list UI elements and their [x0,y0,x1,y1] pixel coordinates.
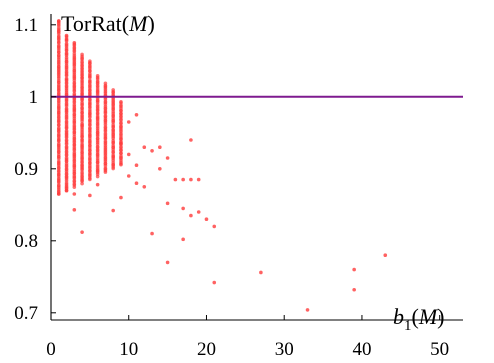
y-tick-label: 1 [29,87,39,108]
data-point [181,177,185,182]
data-point [142,145,147,149]
data-point [56,43,61,48]
data-point [134,181,139,185]
data-point [103,81,108,86]
data-point [119,154,123,158]
data-point [119,99,123,104]
data-point [56,183,61,187]
data-point [352,287,356,292]
svg-text:TorRat(M): TorRat(M) [61,11,155,36]
data-point [383,253,388,257]
x-tick-label: 0 [46,339,56,360]
data-point [142,185,147,189]
data-point [165,260,170,265]
data-point [305,308,310,312]
x-tick-label: 20 [197,339,216,360]
svg-text:b1(M): b1(M) [393,304,444,334]
data-point [259,270,263,275]
data-point [212,280,217,285]
data-point [95,182,100,187]
data-point [88,118,92,122]
data-point [88,78,92,83]
data-point [165,201,170,206]
data-point [111,208,115,213]
data-point [119,141,123,146]
data-point [196,210,201,214]
data-point [64,41,69,46]
data-point [56,19,61,24]
data-point [181,237,185,242]
data-point [56,141,61,146]
data-point [126,152,131,157]
data-point [119,195,123,200]
data-point [64,128,69,133]
points-layer [56,19,388,312]
y-tick-label: 0.9 [14,159,38,180]
x-axis-label: b1(M) [393,304,444,334]
data-point [72,192,77,196]
data-point [103,113,108,118]
data-point [111,88,115,92]
data-point [80,52,84,57]
x-tick-label: 50 [430,339,449,360]
data-point [150,149,154,153]
data-point [64,76,69,81]
data-point [150,231,154,236]
data-point [56,192,61,196]
x-tick-label: 10 [119,339,138,360]
data-point [80,230,84,234]
x-tick-label: 40 [352,339,371,360]
data-point [181,206,185,211]
data-point [80,181,84,186]
data-point [212,224,217,229]
y-tick-label: 1.1 [14,15,38,36]
data-point [80,121,84,126]
data-point [189,177,193,182]
y-tick-label: 0.7 [14,303,38,324]
data-point [126,120,131,124]
data-point [158,145,162,149]
y-axis-label: TorRat(M) [61,11,155,36]
data-point [88,126,92,130]
data-point [158,167,162,171]
x-tick-label: 30 [275,339,294,360]
ticks-layer: 0 10 20 30 40 50 0.7 0.8 0.9 1 1.1 [14,15,449,360]
data-point [95,74,100,78]
data-point [352,267,356,272]
data-point [72,41,77,45]
data-point [72,91,77,96]
data-point [189,138,193,142]
data-point [64,106,69,111]
data-point [189,213,193,218]
data-point [134,113,139,117]
data-point [64,33,69,38]
data-point [173,177,178,182]
data-point [56,159,61,164]
data-point [165,156,170,160]
data-point [88,193,92,198]
y-tick-label: 0.8 [14,231,38,252]
data-point [204,217,209,221]
data-point [72,208,77,212]
data-point [64,188,69,193]
data-point [56,126,61,130]
data-point [126,174,131,178]
data-point [196,177,201,182]
data-point [88,59,92,64]
data-point [134,163,139,167]
